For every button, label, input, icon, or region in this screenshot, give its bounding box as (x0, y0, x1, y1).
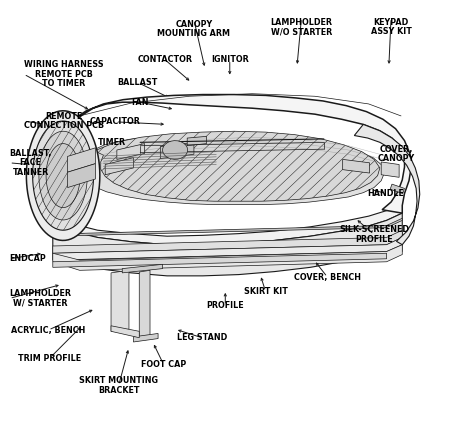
Polygon shape (187, 137, 207, 146)
Polygon shape (39, 131, 87, 220)
Text: LAMPHOLDER
W/ STARTER: LAMPHOLDER W/ STARTER (9, 289, 72, 308)
Text: FAN: FAN (131, 98, 149, 107)
Polygon shape (68, 163, 95, 187)
Text: WIRING HARNESS
REMOTE PCB
TO TIMER: WIRING HARNESS REMOTE PCB TO TIMER (24, 60, 104, 88)
Polygon shape (354, 125, 420, 245)
Text: COVER, BENCH: COVER, BENCH (294, 273, 361, 282)
Polygon shape (111, 326, 139, 338)
Polygon shape (390, 184, 405, 193)
Polygon shape (117, 144, 144, 159)
Text: FOOT CAP: FOOT CAP (141, 360, 186, 369)
Text: BALLAST: BALLAST (118, 78, 158, 87)
Text: LEG STAND: LEG STAND (177, 333, 227, 342)
Polygon shape (53, 230, 402, 253)
Polygon shape (53, 253, 387, 268)
Text: KEYPAD
ASSY KIT: KEYPAD ASSY KIT (371, 18, 411, 36)
Polygon shape (27, 111, 100, 241)
Polygon shape (342, 159, 369, 173)
Text: ENDCAP: ENDCAP (9, 254, 46, 263)
Text: TRIM PROFILE: TRIM PROFILE (18, 354, 81, 363)
Polygon shape (53, 245, 402, 260)
Text: REMOTE
CONNECTION PCB: REMOTE CONNECTION PCB (24, 112, 104, 130)
Text: SKIRT KIT: SKIRT KIT (243, 287, 288, 296)
Polygon shape (68, 148, 95, 172)
Polygon shape (134, 333, 158, 342)
Text: CONTACTOR: CONTACTOR (137, 55, 192, 64)
Polygon shape (105, 158, 134, 175)
Polygon shape (139, 270, 150, 338)
Text: TIMER: TIMER (98, 138, 126, 147)
Polygon shape (163, 141, 188, 159)
Text: CANOPY
MOUNTING ARM: CANOPY MOUNTING ARM (158, 20, 230, 38)
Polygon shape (46, 144, 80, 208)
Text: COVER,
CANOPY: COVER, CANOPY (378, 145, 415, 163)
Text: HANDLE: HANDLE (367, 189, 404, 198)
Text: IGNITOR: IGNITOR (211, 55, 249, 64)
Polygon shape (381, 162, 399, 177)
Text: SKIRT MOUNTING
BRACKET: SKIRT MOUNTING BRACKET (79, 376, 158, 395)
Polygon shape (160, 143, 194, 158)
Text: CAPACITOR: CAPACITOR (90, 117, 141, 126)
Polygon shape (53, 213, 402, 276)
Polygon shape (53, 238, 402, 260)
Polygon shape (53, 218, 402, 236)
Polygon shape (83, 134, 384, 205)
Polygon shape (94, 131, 380, 201)
Polygon shape (33, 121, 94, 230)
Polygon shape (53, 245, 402, 270)
Text: PROFILE: PROFILE (207, 301, 244, 310)
Polygon shape (48, 95, 411, 223)
Text: LAMPHOLDER
W/O STARTER: LAMPHOLDER W/O STARTER (270, 18, 333, 36)
Polygon shape (122, 265, 162, 273)
Text: BALLAST,
FACE
TANNER: BALLAST, FACE TANNER (9, 149, 52, 177)
Polygon shape (111, 270, 129, 331)
Text: SILK-SCREENED
PROFILE: SILK-SCREENED PROFILE (339, 225, 409, 244)
Polygon shape (53, 205, 402, 245)
Text: ACRYLIC, BENCH: ACRYLIC, BENCH (11, 326, 86, 335)
